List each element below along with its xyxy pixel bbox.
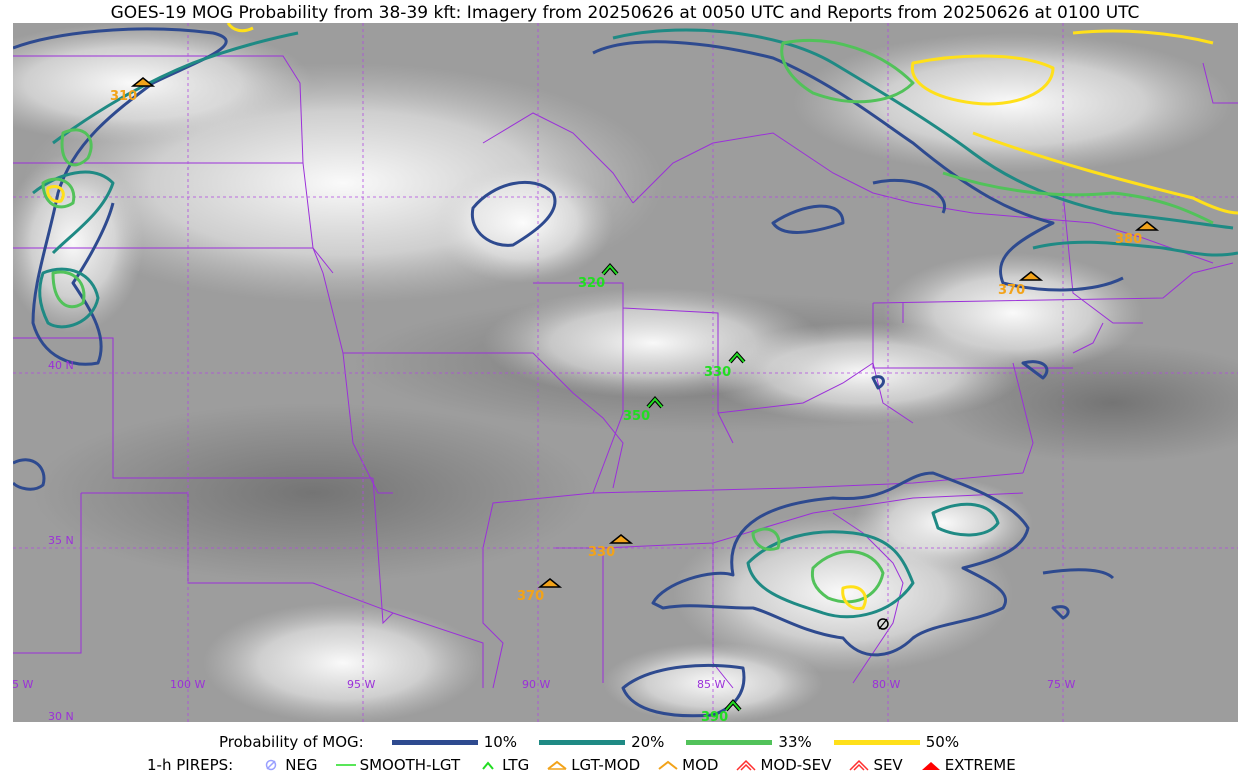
probability-legend: Probability of MOG: 10% 20% 33% 50% xyxy=(219,733,981,751)
sev-icon xyxy=(849,759,869,771)
pirep-lgt-mod-marker: 370 xyxy=(517,578,563,604)
legend-label: NEG xyxy=(285,756,318,774)
pirep-legend-heading: 1-h PIREPS: xyxy=(147,756,234,774)
legend-label: 33% xyxy=(778,733,812,751)
pirep-altitude: 380 xyxy=(1115,232,1142,247)
mod-sev-icon xyxy=(736,759,756,771)
figure-title: GOES-19 MOG Probability from 38-39 kft: … xyxy=(110,3,1140,23)
legend-label: MOD xyxy=(682,756,719,774)
lon-label: 100 W xyxy=(170,678,205,691)
pirep-lgt-mod-marker: 310 xyxy=(110,77,156,104)
lon-label: 80 W xyxy=(872,678,900,691)
legend-item-smooth-lgt: SMOOTH-LGT xyxy=(335,756,461,774)
pirep-legend: 1-h PIREPS: NEG SMOOTH-LGT LTG LGT-MOD M… xyxy=(147,756,1034,774)
longitude-labels: 105 W 100 W 95 W 90 W 85 W 80 W 75 W xyxy=(13,678,1075,691)
lgt-mod-icon xyxy=(1018,271,1044,281)
smooth-lgt-icon xyxy=(335,764,356,766)
line-swatch xyxy=(833,739,920,745)
satellite-map: 40 N 35 N 30 N 105 W 100 W 95 W 90 W 85 … xyxy=(13,23,1238,722)
ltg-icon xyxy=(482,761,494,770)
legend-label: 10% xyxy=(483,733,518,751)
lat-label: 35 N xyxy=(48,534,74,547)
pirep-ltg-marker: 350 xyxy=(623,395,664,424)
lon-label: 105 W xyxy=(13,678,33,691)
neg-icon xyxy=(877,618,889,630)
latitude-labels: 40 N 35 N 30 N xyxy=(48,359,74,722)
pirep-altitude: 370 xyxy=(998,283,1025,298)
lgt-mod-icon xyxy=(547,760,567,770)
pirep-neg-marker xyxy=(877,618,889,630)
lon-label: 90 W xyxy=(522,678,550,691)
pirep-ltg-marker: 330 xyxy=(704,350,746,380)
legend-item-neg: NEG xyxy=(261,756,318,774)
legend-label: 20% xyxy=(631,733,665,751)
neg-icon xyxy=(265,759,277,771)
legend-label: SEV xyxy=(873,756,903,774)
legend-item-sev: SEV xyxy=(849,756,903,774)
pirep-ltg-marker: 320 xyxy=(578,262,619,291)
legend-item-10pct: 10% xyxy=(391,733,518,751)
lon-label: 85 W xyxy=(697,678,725,691)
pirep-altitude: 320 xyxy=(578,276,605,291)
extreme-icon xyxy=(921,762,940,770)
lgt-mod-icon xyxy=(1134,221,1160,231)
pirep-ltg-marker: 390 xyxy=(701,698,742,722)
latlon-grid xyxy=(13,23,1238,722)
pirep-lgt-mod-marker: 330 xyxy=(588,534,634,560)
mod-icon xyxy=(658,760,678,770)
contours-33pct xyxy=(41,38,1214,604)
line-swatch xyxy=(539,739,626,745)
legend-label: 50% xyxy=(925,733,960,751)
legend-label: LGT-MOD xyxy=(571,756,641,774)
pirep-altitude: 310 xyxy=(110,89,137,104)
lgt-mod-icon xyxy=(608,534,634,544)
legend-item-50pct: 50% xyxy=(833,733,960,751)
pirep-lgt-mod-marker: 380 xyxy=(1115,221,1160,247)
legend-label: SMOOTH-LGT xyxy=(359,756,461,774)
legend-item-extreme: EXTREME xyxy=(921,756,1016,774)
line-swatch xyxy=(686,739,773,745)
lon-label: 75 W xyxy=(1047,678,1075,691)
legend-label: EXTREME xyxy=(944,756,1016,774)
lat-label: 30 N xyxy=(48,710,74,722)
pirep-altitude: 390 xyxy=(701,710,728,722)
pirep-altitude: 350 xyxy=(623,409,650,424)
legend-item-20pct: 20% xyxy=(539,733,664,751)
legend-label: MOD-SEV xyxy=(760,756,832,774)
political-borders xyxy=(13,55,1238,689)
pirep-markers: 310 320 330 350 330 370 370 xyxy=(110,77,1160,722)
legend-item-ltg: LTG xyxy=(478,756,529,774)
legend-item-lgt-mod: LGT-MOD xyxy=(547,756,640,774)
pirep-altitude: 330 xyxy=(704,365,731,380)
line-swatch xyxy=(391,739,478,745)
lon-label: 95 W xyxy=(347,678,375,691)
pirep-altitude: 370 xyxy=(517,589,544,604)
contours-50pct xyxy=(46,23,1238,611)
lgt-mod-icon xyxy=(130,77,156,87)
legend-item-mod: MOD xyxy=(658,756,718,774)
legend: Probability of MOG: 10% 20% 33% 50% 1-h … xyxy=(0,730,1250,782)
legend-label: LTG xyxy=(502,756,530,774)
pirep-altitude: 330 xyxy=(588,545,615,560)
legend-item-mod-sev: MOD-SEV xyxy=(736,756,831,774)
contours-10pct xyxy=(13,27,1124,718)
legend-item-33pct: 33% xyxy=(686,733,812,751)
pirep-lgt-mod-marker: 370 xyxy=(998,271,1044,298)
cloud-imagery xyxy=(13,23,1238,722)
lgt-mod-icon xyxy=(537,578,563,588)
lat-label: 40 N xyxy=(48,359,74,372)
probability-legend-heading: Probability of MOG: xyxy=(219,733,364,751)
